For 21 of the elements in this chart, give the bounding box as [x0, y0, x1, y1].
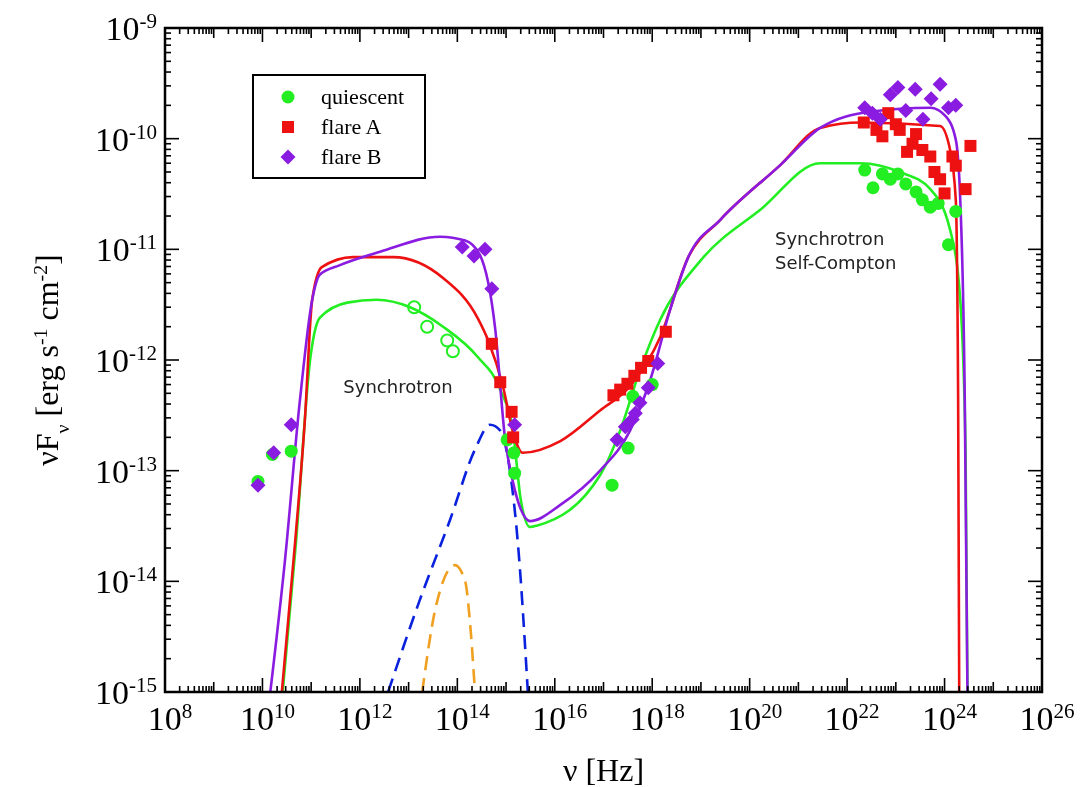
y-tick-label: 10$^{-10}$ [94, 119, 157, 158]
y-tick-label: 10$^{-12}$ [94, 341, 157, 379]
x-axis-title: ν [Hz] [562, 752, 645, 787]
annotation: Synchrotron Self-Compton [775, 228, 897, 273]
x-tick-label: 10$^{20}$ [727, 699, 783, 737]
x-tick-label: 10$^{16}$ [532, 699, 588, 737]
y-tick-label: 10$^{-14}$ [94, 562, 158, 601]
x-tick-label: 10$^{10}$ [239, 699, 295, 737]
x-tick-label: 10$^{14}$ [434, 699, 491, 737]
x-tick-label: 10$^{18}$ [629, 699, 685, 737]
x-tick-label: 10$^{26}$ [1019, 699, 1075, 737]
x-tick-label: 10$^{12}$ [337, 699, 393, 737]
x-tick-label: 10$^{24}$ [922, 699, 978, 737]
legend-label: flare A [321, 114, 382, 139]
y-tick-label: 10$^{-11}$ [95, 230, 157, 269]
annotation: Synchrotron [343, 376, 453, 397]
legend-label: quiescent [321, 84, 405, 109]
y-tick-label: 10$^{-9}$ [105, 9, 157, 47]
legend-label: flare B [321, 144, 382, 169]
y-tick-label: 10$^{-13}$ [94, 451, 157, 490]
x-tick-label: 10$^{22}$ [824, 699, 880, 737]
